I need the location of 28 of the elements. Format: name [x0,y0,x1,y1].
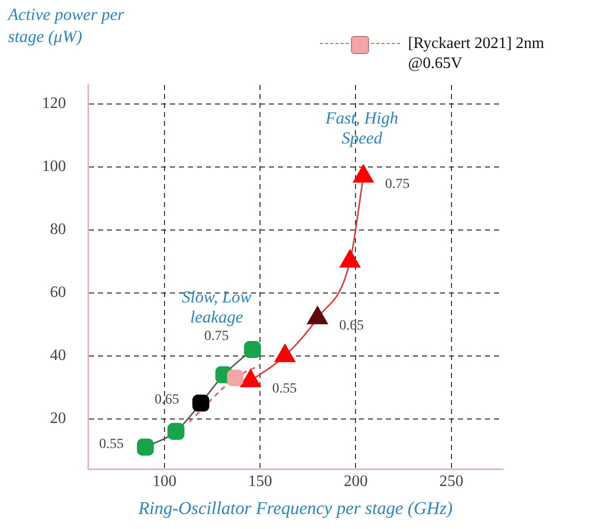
x-tick-label: 200 [344,473,368,490]
x-tick-label: 250 [439,473,464,490]
y-tick-label: 60 [50,284,66,302]
point [353,164,374,183]
point [192,394,210,412]
text: [Ryckaert 2021] 2nm @0.65V [408,34,546,74]
annotation: 0.55 [99,436,124,452]
x-tick-label: 100 [152,473,176,490]
annotation: Fast, High Speed [324,108,398,148]
x-axis-title: Ring-Oscillator Frequency per stage (GHz) [137,498,453,518]
y-tick-label: 80 [50,221,66,238]
y-tick-label: 100 [42,158,66,176]
y-axis-title: Active power per stage (μW) [8,4,126,48]
point [227,370,244,386]
point [136,438,154,456]
point [168,422,184,440]
annotation: 0.75 [385,177,410,192]
x-tick-label: 150 [248,473,272,490]
y-tick-label: 20 [50,410,66,428]
annotation: 0.65 [339,318,364,334]
y-tick-label: 40 [50,347,66,364]
point [340,250,360,268]
annotation: 0.65 [154,392,180,408]
annotation: Slow, Low leakage [182,287,252,326]
annotation: 0.55 [272,382,297,397]
point [244,341,261,358]
annotation: 0.75 [204,329,229,344]
y-tick-label: 120 [42,95,66,112]
